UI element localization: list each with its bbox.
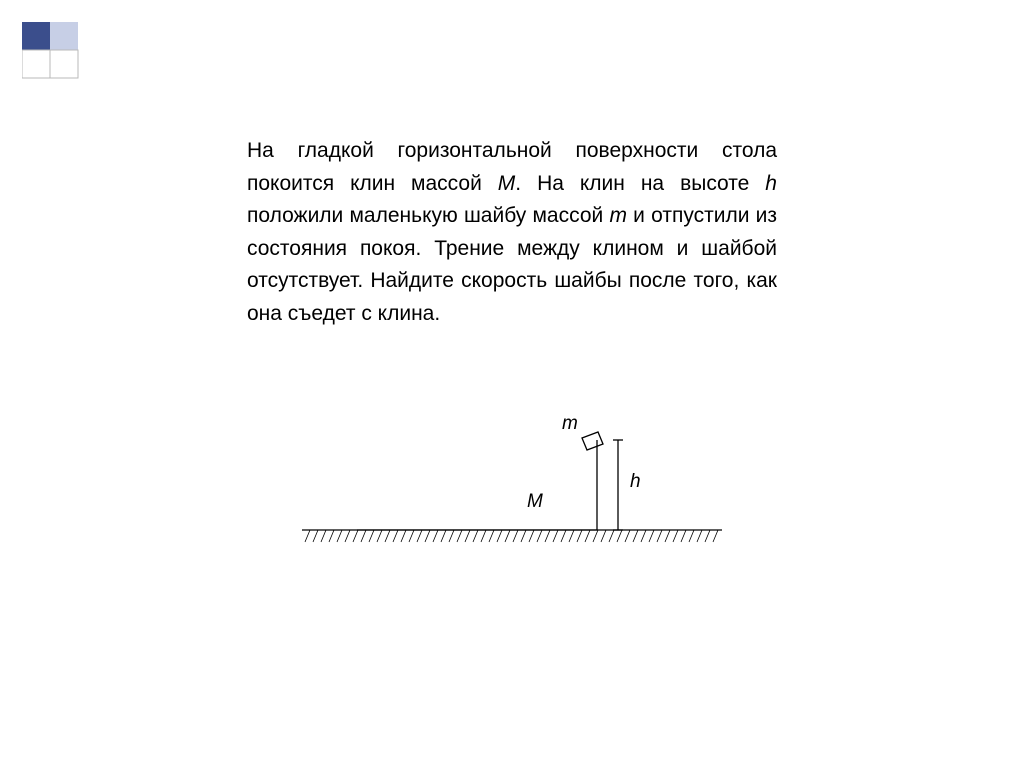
decoration-svg <box>22 22 92 82</box>
diagram-svg <box>302 410 722 570</box>
label-h: h <box>630 471 641 493</box>
physics-diagram: m M h <box>302 410 722 570</box>
label-big-m: M <box>527 491 543 513</box>
label-m: m <box>562 413 578 435</box>
slide-page: На гладкой горизонтальной поверхности ст… <box>0 0 1024 767</box>
problem-text: На гладкой горизонтальной поверхности ст… <box>247 135 777 330</box>
corner-decoration <box>22 22 92 76</box>
